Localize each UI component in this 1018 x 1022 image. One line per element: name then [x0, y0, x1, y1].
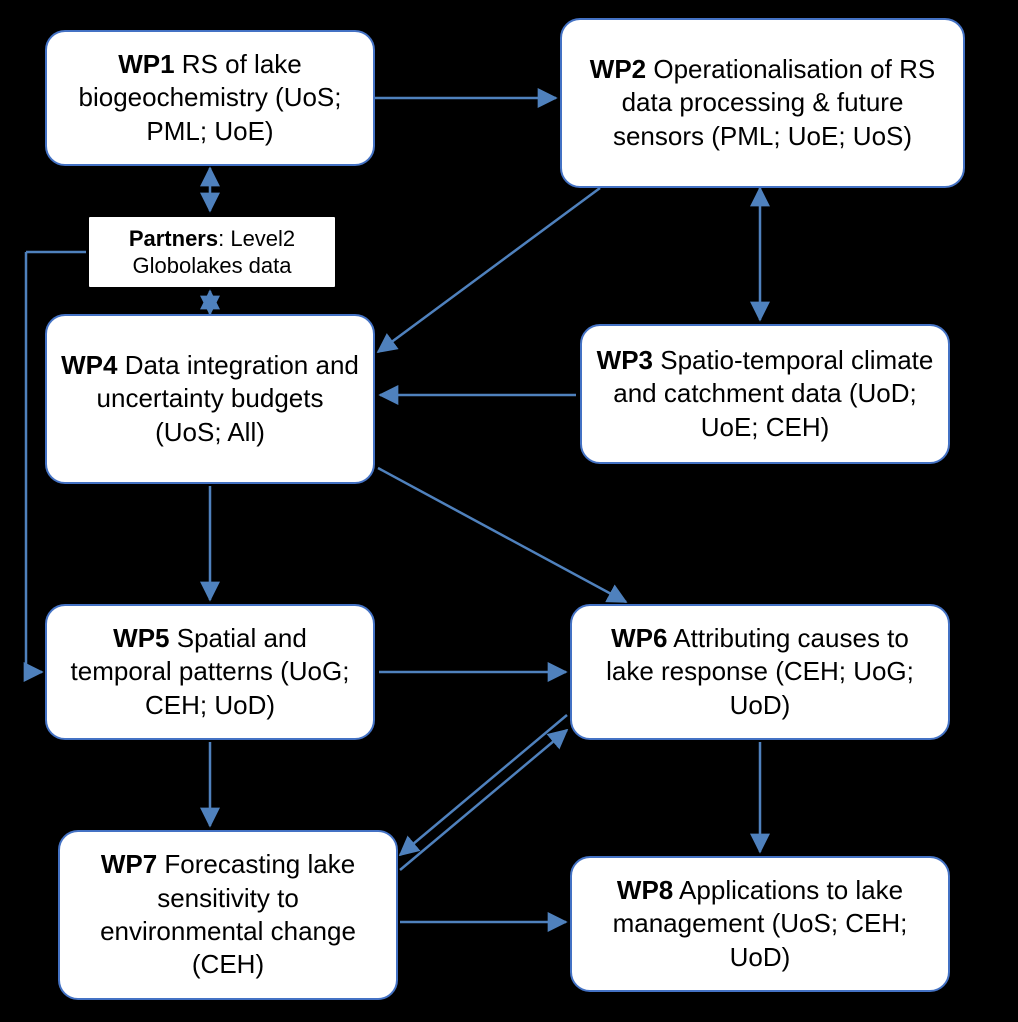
node-wp3: WP3 Spatio-temporal climate and catchmen… — [580, 324, 950, 464]
diagram-canvas: WP1 RS of lake biogeochemistry (UoS; PML… — [0, 0, 1018, 1022]
wp2-text: Operationalisation of RS data processing… — [613, 54, 935, 151]
node-wp4: WP4 Data integration and uncertainty bud… — [45, 314, 375, 484]
node-partners: Partners: Level2 Globolakes data — [87, 215, 337, 289]
node-wp6: WP6 Attributing causes to lake response … — [570, 604, 950, 740]
wp5-code: WP5 — [113, 623, 169, 653]
wp7-code: WP7 — [101, 849, 157, 879]
node-wp2: WP2 Operationalisation of RS data proces… — [560, 18, 965, 188]
node-wp1: WP1 RS of lake biogeochemistry (UoS; PML… — [45, 30, 375, 166]
wp2-code: WP2 — [590, 54, 646, 84]
edge-wp7-wp6-b — [400, 730, 567, 870]
node-wp7: WP7 Forecasting lake sensitivity to envi… — [58, 830, 398, 1000]
wp3-code: WP3 — [597, 345, 653, 375]
edge-wp2-wp4 — [378, 188, 600, 352]
wp6-code: WP6 — [611, 623, 667, 653]
partners-label: Partners — [129, 226, 218, 251]
wp4-code: WP4 — [61, 350, 117, 380]
wp4-text: Data integration and uncertainty budgets — [97, 350, 359, 413]
wp1-code: WP1 — [118, 49, 174, 79]
wp8-code: WP8 — [617, 875, 673, 905]
edge-wp6-wp7-a — [400, 715, 567, 855]
node-wp5: WP5 Spatial and temporal patterns (UoG; … — [45, 604, 375, 740]
wp3-text: Spatio-temporal climate and catchment da… — [613, 345, 933, 442]
edge-wp4-wp6 — [378, 468, 626, 602]
node-wp8: WP8 Applications to lake management (UoS… — [570, 856, 950, 992]
wp4-partners-line: (UoS; All) — [155, 417, 265, 447]
